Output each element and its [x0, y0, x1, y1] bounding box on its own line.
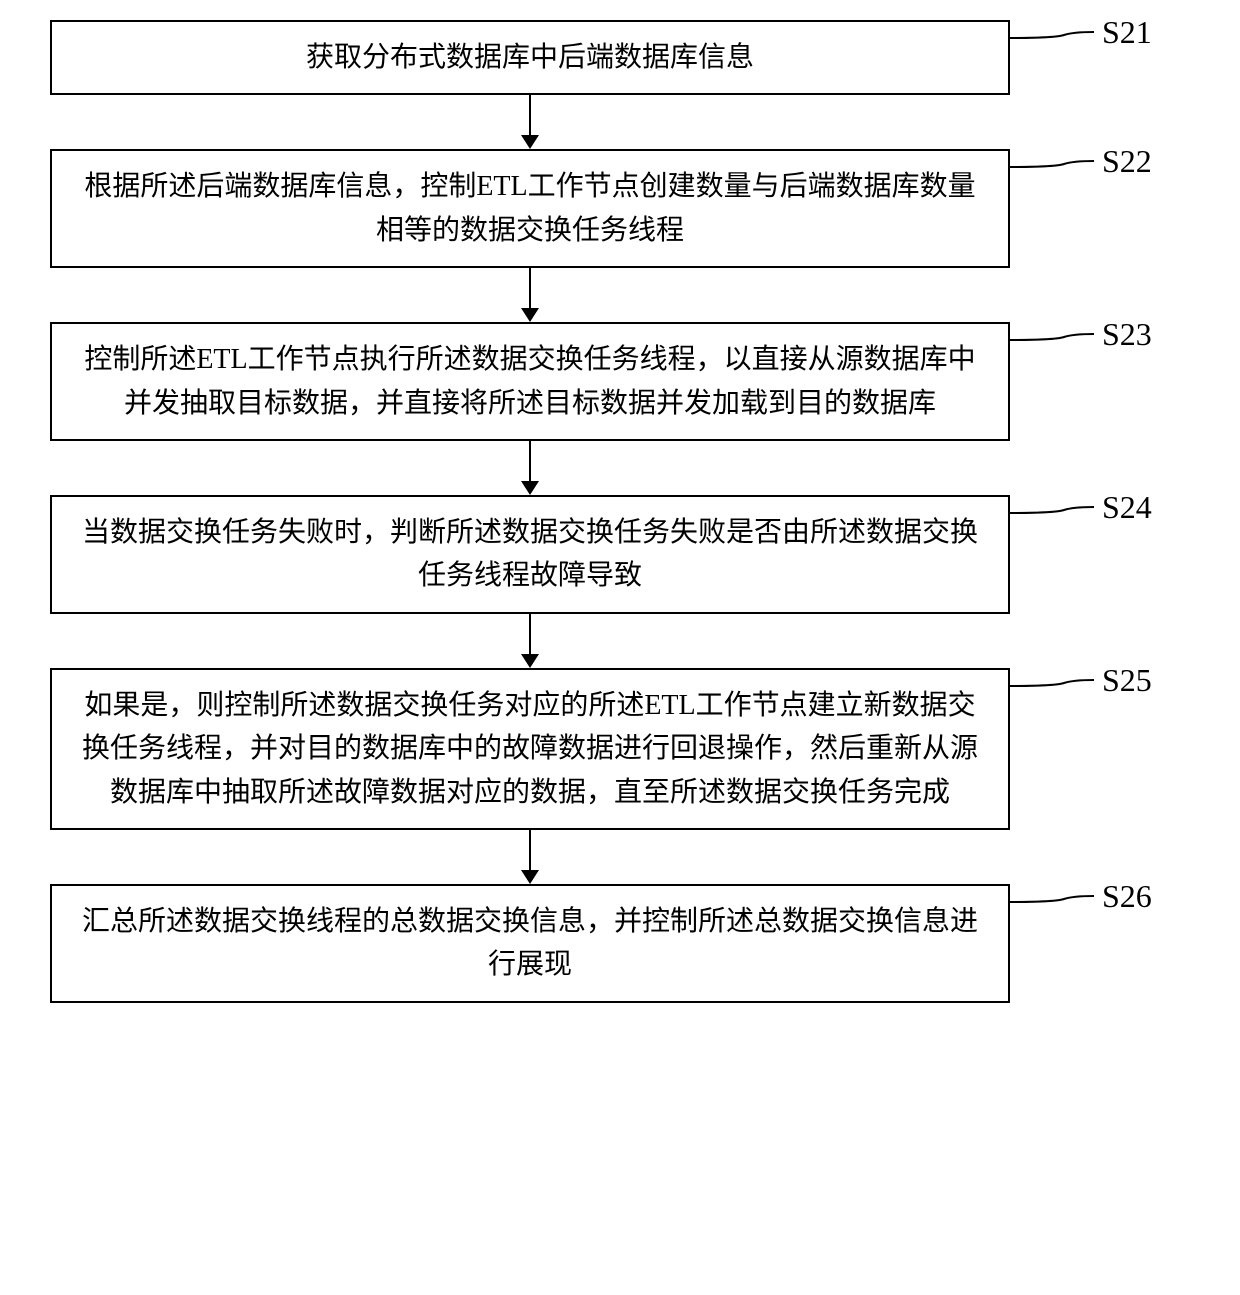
step-row-s22: 根据所述后端数据库信息，控制ETL工作节点创建数量与后端数据库数量相等的数据交换…: [50, 149, 1190, 268]
step-box-s21: 获取分布式数据库中后端数据库信息: [50, 20, 1010, 95]
step-row-s23: 控制所述ETL工作节点执行所述数据交换任务线程，以直接从源数据库中并发抽取目标数…: [50, 322, 1190, 441]
step-box-s26: 汇总所述数据交换线程的总数据交换信息，并控制所述总数据交换信息进行展现: [50, 884, 1010, 1003]
step-box-s25: 如果是，则控制所述数据交换任务对应的所述ETL工作节点建立新数据交换任务线程，并…: [50, 668, 1010, 830]
step-row-s25: 如果是，则控制所述数据交换任务对应的所述ETL工作节点建立新数据交换任务线程，并…: [50, 668, 1190, 830]
arrow-down: [50, 614, 1010, 668]
step-box-s23: 控制所述ETL工作节点执行所述数据交换任务线程，以直接从源数据库中并发抽取目标数…: [50, 322, 1010, 441]
step-row-s24: 当数据交换任务失败时，判断所述数据交换任务失败是否由所述数据交换任务线程故障导致…: [50, 495, 1190, 614]
step-label-s23: S23: [1102, 316, 1152, 353]
arrow-down: [50, 268, 1010, 322]
step-label-s24: S24: [1102, 489, 1152, 526]
step-label-s22: S22: [1102, 143, 1152, 180]
step-row-s26: 汇总所述数据交换线程的总数据交换信息，并控制所述总数据交换信息进行展现 S26: [50, 884, 1190, 1003]
step-label-s21: S21: [1102, 14, 1152, 51]
step-box-s22: 根据所述后端数据库信息，控制ETL工作节点创建数量与后端数据库数量相等的数据交换…: [50, 149, 1010, 268]
arrow-down: [50, 95, 1010, 149]
arrow-down: [50, 830, 1010, 884]
step-label-s25: S25: [1102, 662, 1152, 699]
step-row-s21: 获取分布式数据库中后端数据库信息 S21: [50, 20, 1190, 95]
flowchart-container: 获取分布式数据库中后端数据库信息 S21 根据所述后端数据库信息，控制ETL工作…: [50, 20, 1190, 1003]
step-label-s26: S26: [1102, 878, 1152, 915]
step-box-s24: 当数据交换任务失败时，判断所述数据交换任务失败是否由所述数据交换任务线程故障导致: [50, 495, 1010, 614]
arrow-down: [50, 441, 1010, 495]
